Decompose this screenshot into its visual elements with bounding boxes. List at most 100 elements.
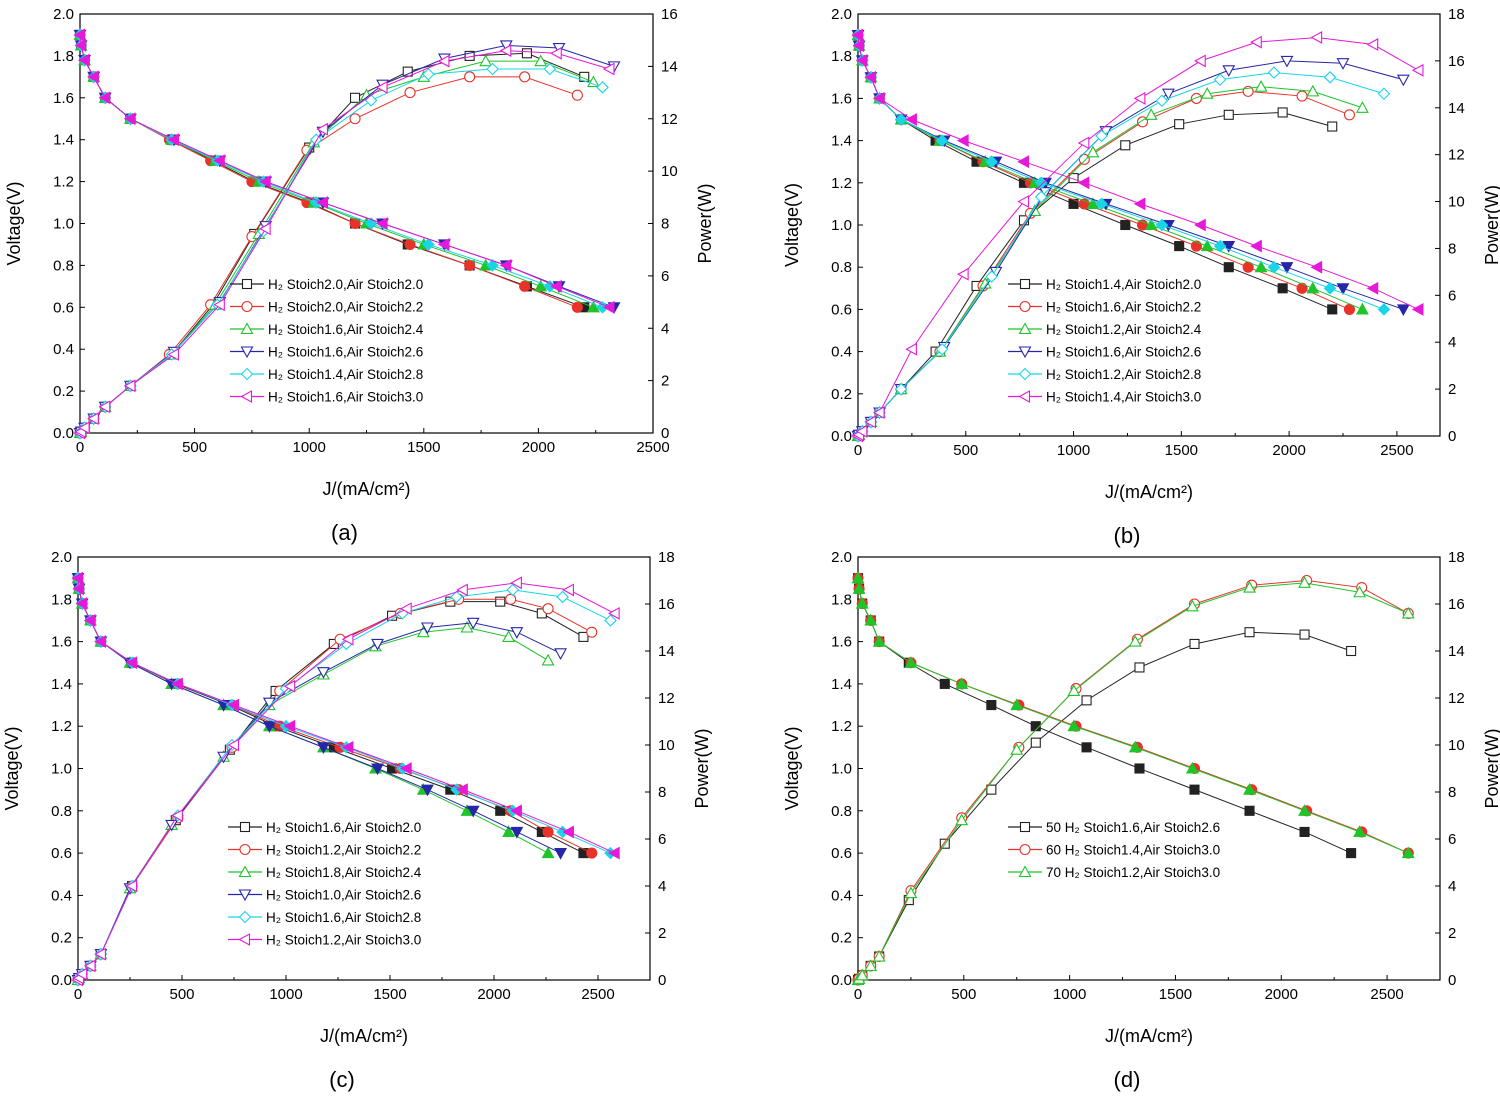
- y-tick-label: 0.4: [53, 341, 74, 358]
- legend-marker: [238, 865, 252, 878]
- power-point: [479, 54, 493, 67]
- voltage-point: [534, 279, 548, 292]
- y-tick-label: 1.8: [53, 48, 74, 65]
- legend-label: H₂ Stoich1.8,Air Stoich2.4: [266, 865, 422, 880]
- y2-tick-label: 8: [661, 216, 669, 233]
- x-axis-title: J/(mA/cm²): [1105, 482, 1193, 502]
- voltage-point: [1280, 262, 1294, 274]
- x-tick-label: 1500: [1165, 442, 1198, 459]
- power-point: [98, 400, 111, 414]
- voltage-point: [554, 848, 567, 860]
- power-point: [556, 590, 569, 604]
- y-tick-label: 2.0: [51, 549, 72, 566]
- legend-label: H₂ Stoich2.0,Air Stoich2.2: [268, 300, 423, 315]
- voltage-point: [456, 783, 468, 797]
- power-point: [1161, 88, 1175, 101]
- voltage-point: [607, 846, 620, 860]
- legend-marker: [240, 367, 254, 381]
- y-tick-label: 1.4: [51, 676, 72, 693]
- x-tick-label: 2500: [581, 986, 614, 1003]
- power-point: [1030, 737, 1041, 748]
- y2-tick-label: 14: [661, 58, 678, 75]
- voltage-point: [1377, 303, 1391, 316]
- panel-label: (b): [1114, 523, 1141, 548]
- power-point: [422, 67, 435, 81]
- power-point: [495, 596, 506, 607]
- power-point: [416, 625, 430, 638]
- power-point: [1306, 84, 1320, 97]
- legend-label: H₂ Stoich1.6,Air Stoich2.0: [266, 820, 421, 835]
- power-point: [542, 603, 554, 615]
- legend-label: H₂ Stoich1.2,Air Stoich2.4: [1046, 322, 1202, 337]
- legend-label: H₂ Stoich1.4,Air Stoich2.8: [268, 367, 423, 382]
- voltage-point: [171, 677, 183, 691]
- x-axis-title: J/(mA/cm²): [1105, 1026, 1193, 1046]
- power-point: [935, 342, 949, 356]
- power-point: [1411, 63, 1424, 77]
- power-point: [541, 653, 555, 666]
- voltage-point: [74, 38, 87, 52]
- y-tick-label: 2.0: [831, 6, 852, 23]
- voltage-point: [125, 656, 138, 670]
- voltage-point: [864, 70, 876, 84]
- voltage-point: [1189, 784, 1200, 795]
- voltage-point: [375, 217, 388, 230]
- x-tick-label: 1000: [1057, 442, 1090, 459]
- legend-marker: [239, 843, 251, 856]
- voltage-point: [939, 678, 950, 689]
- x-tick-label: 0: [854, 442, 862, 459]
- power-point: [894, 382, 908, 396]
- power-point: [1174, 119, 1185, 130]
- power-point: [349, 92, 361, 103]
- voltage-point: [422, 238, 435, 251]
- voltage-point: [466, 805, 480, 818]
- y2-tick-label: 0: [658, 972, 666, 989]
- y-axis-title: Voltage(V): [4, 181, 24, 265]
- legend-label: H₂ Stoich1.2,Air Stoich2.8: [1046, 367, 1201, 382]
- y-axis-title: Voltage(V): [782, 183, 802, 267]
- power-point: [505, 593, 517, 605]
- voltage-point: [1134, 763, 1145, 774]
- power-line: [857, 631, 1352, 981]
- y2-axis-title: Power(W): [1482, 185, 1500, 265]
- y2-tick-label: 4: [658, 878, 666, 895]
- y-tick-label: 0.6: [831, 845, 852, 862]
- legend-label: H₂ Stoich1.4,Air Stoich2.0: [1046, 277, 1201, 292]
- x-tick-label: 1000: [1053, 986, 1086, 1003]
- voltage-point: [71, 571, 84, 585]
- power-point: [1120, 140, 1131, 151]
- power-point: [578, 631, 589, 642]
- voltage-point: [905, 113, 917, 126]
- legend-label: H₂ Stoich1.2,Air Stoich3.0: [266, 933, 421, 948]
- y-tick-label: 0.8: [53, 257, 74, 274]
- power-point: [466, 617, 480, 630]
- power-point: [1133, 91, 1146, 105]
- legend-label: 70 H₂ Stoich1.2,Air Stoich3.0: [1046, 865, 1220, 880]
- voltage-point: [855, 596, 869, 609]
- y2-tick-label: 2: [661, 373, 669, 390]
- y-tick-label: 1.0: [51, 761, 72, 778]
- x-tick-label: 2000: [477, 986, 510, 1003]
- power-point: [550, 46, 562, 60]
- voltage-point: [1323, 282, 1337, 295]
- legend-marker: [1019, 300, 1031, 313]
- power-point: [904, 886, 918, 899]
- power-point: [1366, 38, 1379, 51]
- power-point: [1396, 74, 1410, 87]
- y2-tick-label: 14: [1448, 100, 1465, 117]
- power-point: [464, 71, 476, 83]
- y2-tick-label: 2: [658, 925, 666, 942]
- voltage-point: [894, 113, 908, 126]
- y-axis-title: Voltage(V): [2, 726, 22, 810]
- y-tick-label: 1.2: [831, 718, 852, 735]
- voltage-point: [1155, 218, 1169, 232]
- voltage-point: [956, 134, 969, 148]
- y2-tick-label: 18: [1448, 6, 1465, 23]
- power-point: [316, 122, 329, 136]
- voltage-point: [1174, 241, 1185, 252]
- y-tick-label: 0.8: [51, 803, 72, 820]
- power-line: [77, 626, 549, 981]
- voltage-point: [986, 699, 997, 711]
- voltage-point: [262, 721, 276, 733]
- voltage-point: [955, 677, 969, 689]
